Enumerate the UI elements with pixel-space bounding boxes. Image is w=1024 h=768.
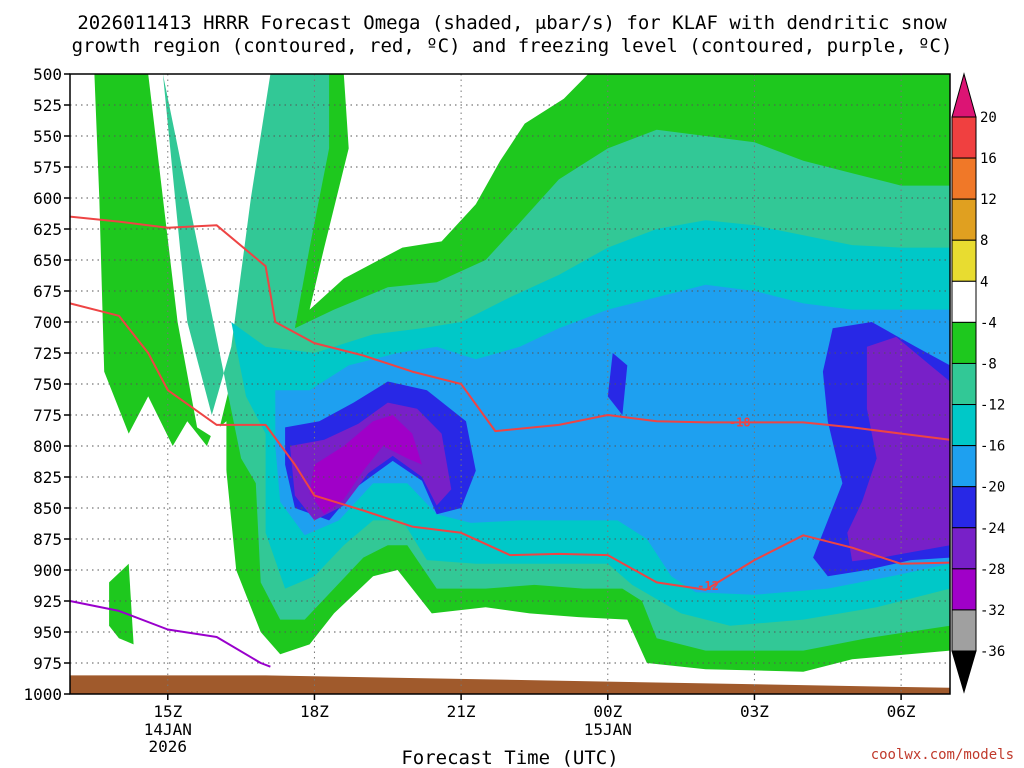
y-tick-label-825: 825 — [33, 468, 62, 487]
colorbar-label--24: -24 — [980, 521, 1005, 537]
colorbar-swatch-10 — [951, 527, 977, 570]
y-tick-label-850: 850 — [33, 499, 62, 518]
x-tick-sublabel: 15JAN — [584, 720, 632, 739]
x-tick-sublabel: 2026 — [149, 737, 188, 756]
colorbar: 20 16 12 8 4 -4 -8 -12 -16 -20 -24 -28 -32 -36 — [951, 72, 1005, 694]
colorbar-swatch-12 — [951, 609, 977, 652]
colorbar-label-8: 8 — [980, 233, 988, 249]
colorbar-label--12: -12 — [980, 398, 1005, 414]
colorbar-bottom-arrow — [951, 650, 977, 694]
y-tick-label-575: 575 — [33, 158, 62, 177]
colorbar-swatch-7 — [951, 404, 977, 447]
colorbar-swatch-5 — [951, 321, 977, 364]
y-tick-label-800: 800 — [33, 437, 62, 456]
colorbar-swatch-11 — [951, 568, 977, 611]
omega-region-1 — [109, 563, 134, 645]
y-tick-label-900: 900 — [33, 561, 62, 580]
x-tick-label-06Z: 06Z — [887, 702, 916, 721]
colorbar-label--4: -4 — [980, 315, 997, 331]
y-tick-label-775: 775 — [33, 406, 62, 425]
y-tick-label-600: 600 — [33, 189, 62, 208]
y-tick-label-725: 725 — [33, 344, 62, 363]
y-tick-label-650: 650 — [33, 251, 62, 270]
y-tick-label-500: 500 — [33, 65, 62, 84]
omega-region-11 — [153, 421, 227, 626]
y-tick-label-950: 950 — [33, 623, 62, 642]
colorbar-label--32: -32 — [980, 603, 1005, 619]
contour-label-0: -18 — [729, 415, 751, 429]
contour-line-2 — [69, 600, 271, 668]
x-tick-sublabel: 14JAN — [144, 720, 192, 739]
colorbar-swatch-4 — [951, 280, 977, 323]
omega-region-7 — [607, 353, 628, 415]
terrain — [70, 675, 950, 694]
x-tick-label-03Z: 03Z — [740, 702, 769, 721]
colorbar-top-arrow — [951, 72, 977, 118]
y-tick-label-625: 625 — [33, 220, 62, 239]
contour-line-1 — [69, 302, 951, 591]
chart-title-line-1: 2026011413 HRRR Forecast Omega (shaded, … — [77, 12, 947, 34]
colorbar-label-12: 12 — [980, 192, 997, 208]
colorbar-swatch-3 — [951, 239, 977, 282]
credit-link[interactable]: coolwx.com/models — [871, 747, 1014, 763]
omega-region-4 — [275, 284, 950, 595]
omega-region-9 — [847, 336, 950, 562]
y-tick-label-675: 675 — [33, 282, 62, 301]
y-tick-label-975: 975 — [33, 654, 62, 673]
colorbar-label-4: 4 — [980, 274, 988, 290]
y-tick-label-750: 750 — [33, 375, 62, 394]
y-tick-label-1000: 1000 — [23, 685, 62, 704]
x-tick-label-21Z: 21Z — [447, 702, 476, 721]
colorbar-label--36: -36 — [980, 644, 1005, 660]
contour-lines: -18 -12 — [69, 215, 951, 668]
y-tick-label-700: 700 — [33, 313, 62, 332]
y-tick-label-550: 550 — [33, 127, 62, 146]
colorbar-swatch-9 — [951, 486, 977, 529]
contour-line-0 — [69, 215, 951, 441]
x-tick-label-00Z: 00Z — [593, 702, 622, 721]
colorbar-swatch-1 — [951, 157, 977, 200]
colorbar-swatch-8 — [951, 445, 977, 488]
x-tick-label-15Z: 15Z — [153, 702, 182, 721]
colorbar-swatch-0 — [951, 116, 977, 159]
x-axis-title: Forecast Time (UTC) — [401, 747, 618, 768]
plot-area — [70, 74, 951, 694]
y-axis: 500 525 550 575 600 625 650 675 700 725 750 775 800 8… — [23, 65, 70, 704]
colorbar-label--20: -20 — [980, 480, 1005, 496]
colorbar-label-20: 20 — [980, 110, 997, 126]
grid — [70, 73, 950, 695]
y-tick-label-525: 525 — [33, 96, 62, 115]
y-tick-label-875: 875 — [33, 530, 62, 549]
omega-region-10 — [309, 415, 422, 515]
colorbar-swatch-2 — [951, 198, 977, 241]
colorbar-label-16: 16 — [980, 151, 997, 167]
colorbar-label--8: -8 — [980, 356, 997, 372]
chart-title-line-2: growth region (contoured, red, ºC) and f… — [72, 35, 953, 57]
x-tick-label-18Z: 18Z — [300, 702, 329, 721]
colorbar-label--16: -16 — [980, 439, 1005, 455]
y-tick-label-925: 925 — [33, 592, 62, 611]
omega-region-12 — [470, 74, 525, 107]
contour-label-1: -12 — [697, 579, 719, 593]
colorbar-swatch-6 — [951, 362, 977, 406]
colorbar-label--28: -28 — [980, 562, 1005, 578]
